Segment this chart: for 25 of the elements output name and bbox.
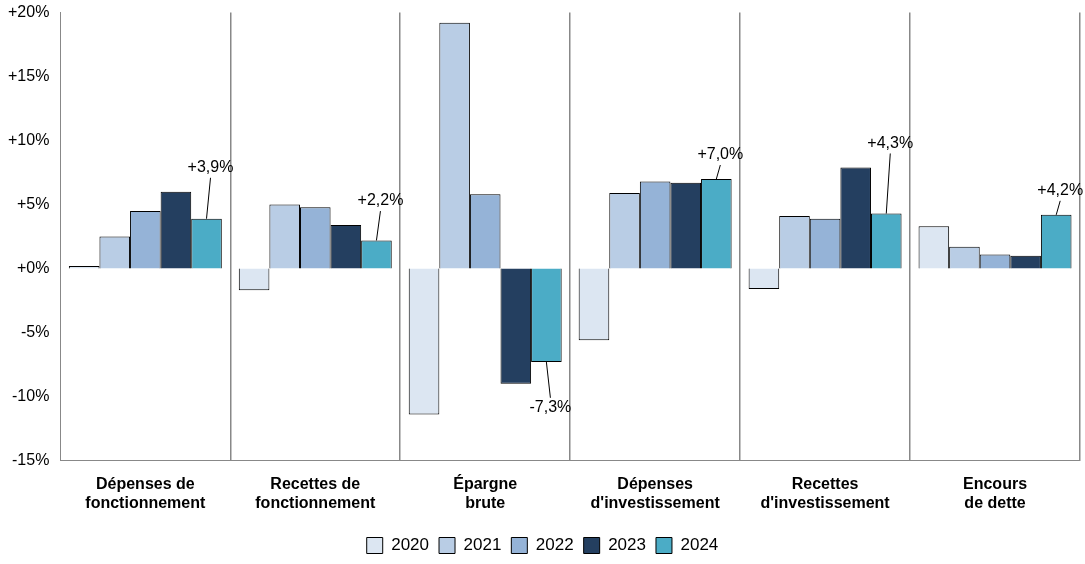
data-label: +3,9%: [187, 158, 234, 176]
x-tick-label: Recettes de fonctionnement: [255, 474, 376, 511]
legend-label: 2024: [680, 535, 719, 555]
x-tick-label: Recettes d'investissement: [760, 474, 891, 511]
legend-label: 2020: [391, 535, 430, 555]
y-tick-label: +0%: [16, 259, 50, 277]
y-tick-label: -15%: [12, 451, 50, 469]
y-tick-label: -10%: [12, 387, 50, 405]
legend-label: 2022: [535, 535, 574, 555]
y-tick-label: +10%: [7, 131, 50, 149]
y-tick-label: -5%: [20, 323, 50, 341]
data-label: +7,0%: [697, 145, 744, 163]
data-label: +2,2%: [357, 191, 404, 209]
y-tick-label: +20%: [7, 3, 50, 21]
data-label: +4,3%: [867, 133, 914, 151]
data-label: -7,3%: [529, 398, 572, 416]
legend-label: 2023: [608, 535, 646, 555]
y-tick-label: +15%: [7, 67, 50, 85]
data-label: +4,2%: [1037, 181, 1084, 199]
x-tick-label: Dépenses de fonctionnement: [85, 474, 206, 511]
y-tick-label: +5%: [16, 195, 50, 213]
x-tick-label: Encours de dette: [963, 474, 1028, 511]
legend-label: 2021: [463, 535, 502, 555]
x-tick-label: Dépenses d'investissement: [590, 474, 721, 511]
x-tick-label: Épargne brute: [453, 473, 518, 511]
